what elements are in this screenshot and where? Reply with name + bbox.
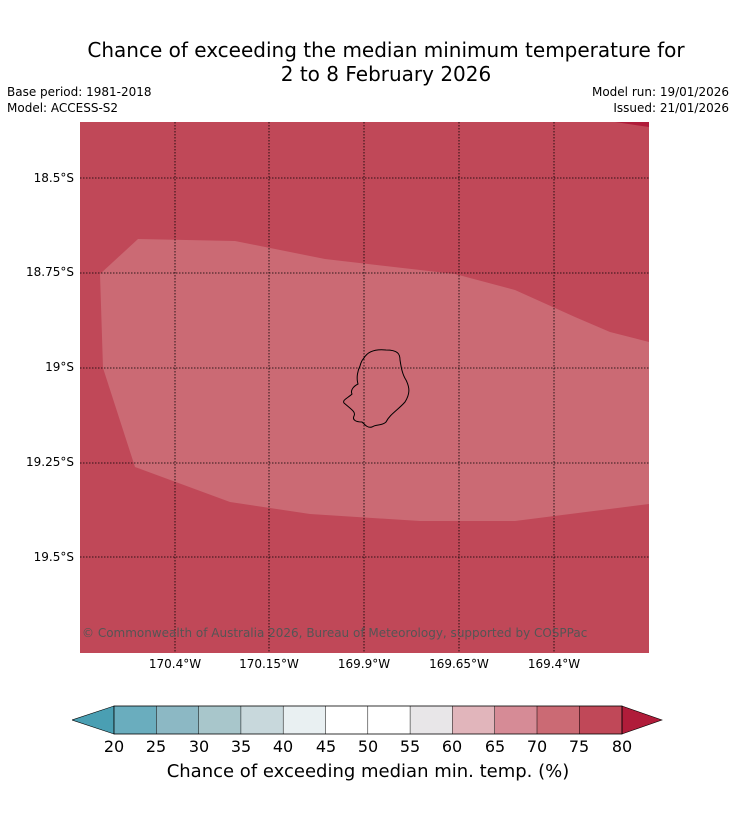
colorbar-tick-55: 55 (399, 737, 421, 756)
lat-label-18-5: 18.5°S (33, 171, 74, 185)
lon-label-170-4: 170.4°W (148, 657, 202, 671)
colorbar-arrow-high (621, 705, 663, 735)
lon-label-169-65: 169.65°W (429, 657, 489, 671)
meta-left: Base period: 1981-2018 Model: ACCESS-S2 (7, 84, 152, 116)
niue-coastline (343, 349, 410, 428)
lon-label-169-9: 169.9°W (337, 657, 391, 671)
colorbar-tick-80: 80 (611, 737, 633, 756)
lat-label-19-25: 19.25°S (26, 455, 74, 469)
colorbar-arrow-low (72, 705, 115, 735)
title-line-2: 2 to 8 February 2026 (280, 62, 492, 86)
issued-date: Issued: 21/01/2026 (613, 101, 729, 115)
colorbar-bin-50-55 (367, 706, 411, 734)
title-line-1: Chance of exceeding the median minimum t… (87, 38, 685, 62)
colorbar-tick-65: 65 (484, 737, 506, 756)
colorbar-bin-55-60 (410, 706, 453, 734)
chart-title: Chance of exceeding the median minimum t… (0, 38, 736, 86)
lat-label-19: 19°S (45, 360, 74, 374)
colorbar-tick-60: 60 (441, 737, 463, 756)
colorbar-tick-25: 25 (145, 737, 167, 756)
colorbar (72, 705, 663, 735)
colorbar-bin-75-80 (579, 706, 622, 734)
colorbar-separators (156, 706, 580, 734)
model-run: Model run: 19/01/2026 (591, 85, 729, 99)
copyright-notice: © Commonwealth of Australia 2026, Bureau… (82, 626, 588, 640)
lon-label-170-15: 170.15°W (239, 657, 299, 671)
colorbar-bin-30-35 (198, 706, 241, 734)
colorbar-tick-50: 50 (357, 737, 379, 756)
meta-right: Model run: 19/01/2026 Issued: 21/01/2026 (592, 84, 729, 116)
base-period: Base period: 1981-2018 (7, 85, 152, 99)
colorbar-tick-45: 45 (315, 737, 337, 756)
lat-label-19-5: 19.5°S (33, 550, 74, 564)
region-above-80 (615, 122, 649, 127)
colorbar-bin-60-65 (452, 706, 495, 734)
colorbar-bin-45-50 (325, 706, 368, 734)
colorbar-bin-40-45 (283, 706, 326, 734)
model-name: Model: ACCESS-S2 (7, 101, 119, 115)
region-70-75 (100, 239, 649, 521)
colorbar-bin-35-40 (240, 706, 284, 734)
colorbar-label: Chance of exceeding median min. temp. (%… (166, 761, 570, 782)
colorbar-bin-65-70 (494, 706, 537, 734)
colorbar-bin-20-25 (114, 706, 157, 734)
colorbar-tick-20: 20 (103, 737, 125, 756)
lat-label-18-75: 18.75°S (26, 265, 74, 279)
colorbar-bin-70-75 (537, 706, 580, 734)
colorbar-tick-70: 70 (526, 737, 548, 756)
colorbar-tick-30: 30 (188, 737, 210, 756)
colorbar-tick-75: 75 (568, 737, 590, 756)
colorbar-tick-35: 35 (230, 737, 252, 756)
colorbar-bin-25-30 (156, 706, 199, 734)
colorbar-tick-40: 40 (272, 737, 294, 756)
gridlines (80, 122, 649, 653)
map-panel (80, 122, 649, 653)
lon-label-169-4: 169.4°W (527, 657, 581, 671)
